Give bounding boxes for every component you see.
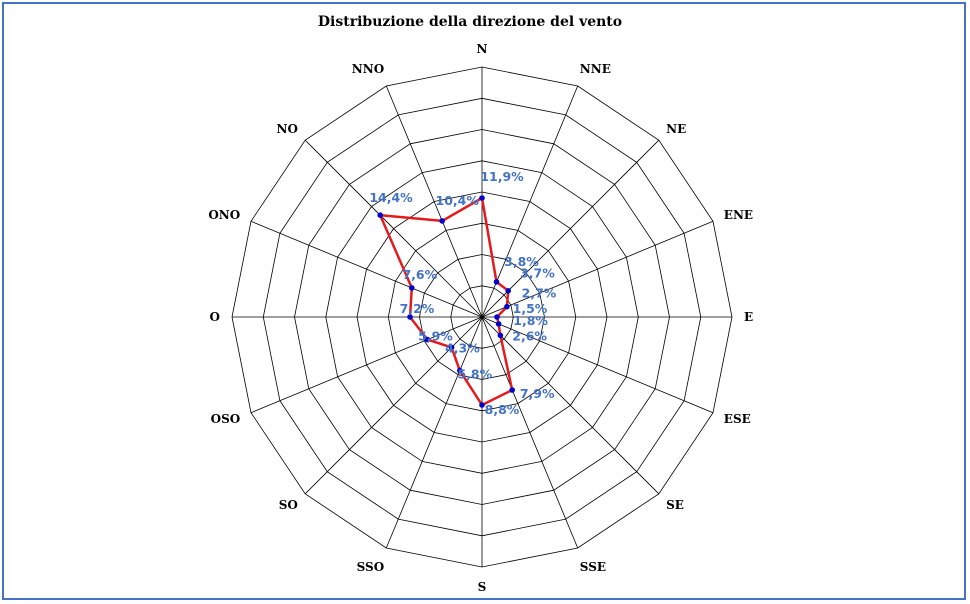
data-label-nne: 3,8% (504, 254, 539, 269)
data-label-no: 14,4% (369, 190, 413, 205)
direction-label-sso: SSO (357, 560, 385, 574)
grid-spoke (250, 220, 483, 318)
direction-label-nne: NNE (580, 62, 611, 76)
data-markers (377, 195, 515, 408)
data-point-ene (504, 303, 510, 310)
grid-spoke (304, 139, 483, 318)
data-point-oso (424, 336, 431, 343)
direction-label-n: N (477, 42, 488, 56)
direction-label-sse: SSE (580, 560, 606, 574)
data-label-n: 11,9% (480, 169, 524, 184)
direction-label-o: O (210, 310, 220, 324)
direction-label-ne: NE (666, 122, 686, 136)
grid-spoke (250, 316, 483, 414)
data-point-sso (457, 367, 463, 374)
data-point-e (494, 314, 500, 320)
grid-spoke (481, 139, 660, 318)
grid-spoke (481, 316, 714, 414)
direction-label-ese: ESE (724, 412, 751, 426)
direction-label-e: E (744, 310, 753, 324)
data-point-ono (409, 285, 415, 291)
grid-spoke (385, 85, 483, 318)
direction-label-nno: NNO (352, 62, 384, 76)
direction-label-s: S (478, 580, 487, 594)
data-point-ne (505, 288, 512, 294)
data-label-so: 4,3% (445, 341, 480, 356)
data-label-ene: 2,7% (522, 286, 557, 301)
data-label-sse: 7,9% (520, 386, 555, 401)
data-point-no (377, 212, 384, 218)
direction-label-oso: OSO (211, 412, 241, 426)
data-point-nno (439, 218, 446, 224)
grid-spoke (481, 220, 714, 318)
data-point-n (479, 195, 485, 201)
data-label-ne: 3,7% (520, 266, 555, 281)
data-point-s (479, 402, 485, 408)
data-point-se (497, 332, 504, 339)
data-label-se: 2,6% (512, 329, 547, 344)
data-label-ono: 7,6% (402, 267, 437, 282)
data-label-ese: 1,8% (513, 313, 548, 328)
direction-label-no: NO (276, 122, 297, 136)
data-label-s: 8,8% (485, 402, 520, 417)
grid-spoke (385, 316, 483, 549)
chart-title: Distribuzione della direzione del vento (318, 14, 622, 30)
direction-labels: N NNE NE ENE E ESE SE SSE S SSO SO OSO O ONO NO NNO (208, 42, 753, 594)
data-point-ese (495, 321, 502, 327)
grid-spoke (481, 85, 579, 318)
direction-label-so: SO (279, 498, 298, 512)
direction-label-ono: ONO (208, 208, 240, 222)
data-point-nne (493, 279, 500, 285)
data-label-e: 1,5% (513, 301, 548, 316)
data-label-nno: 10,4% (436, 193, 480, 208)
data-point-so (448, 344, 455, 351)
data-label-sso: 5,8% (457, 367, 492, 382)
direction-label-ene: ENE (724, 208, 753, 222)
grid-spoke (481, 316, 579, 549)
data-label-oso: 5,9% (418, 329, 453, 344)
radar-grid (231, 66, 733, 568)
data-label-o: 7,2% (400, 301, 435, 316)
grid-spoke (481, 316, 660, 495)
direction-label-se: SE (666, 498, 684, 512)
data-point-sse (509, 387, 515, 393)
data-labels: 11,9% 3,8%3,7% 2,7%1,5%1,8%2,6% 7,9%8,8% 5,8… (369, 169, 556, 417)
data-point-o (407, 314, 413, 320)
